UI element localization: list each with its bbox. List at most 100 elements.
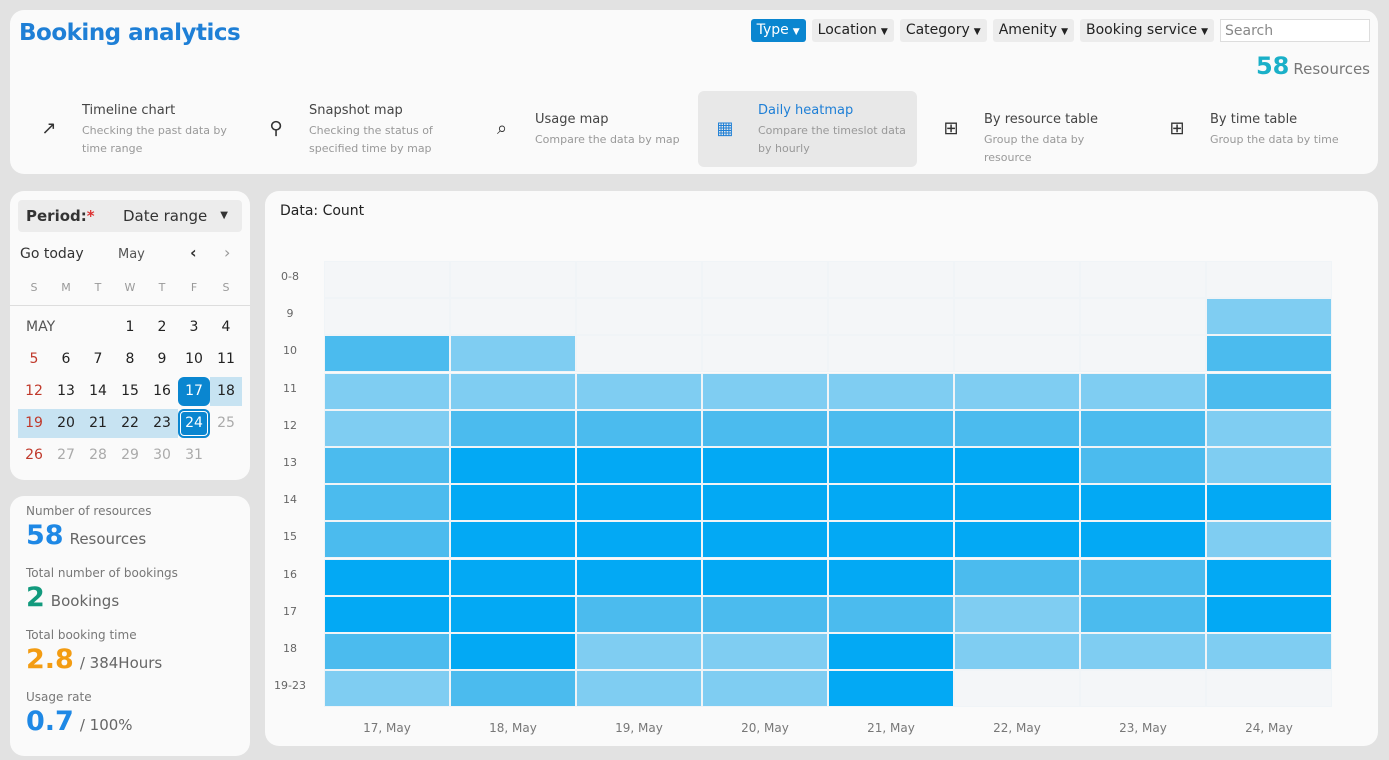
stat-label: Usage rate xyxy=(26,690,92,704)
calendar-day[interactable]: 24 xyxy=(178,409,210,438)
heatmap-cell xyxy=(450,670,576,708)
caret-down-icon: ▼ xyxy=(792,27,800,37)
heatmap-cell xyxy=(954,670,1080,708)
heatmap-cell xyxy=(324,521,450,559)
chevron-right-icon[interactable]: › xyxy=(224,243,231,262)
heatmap-cell xyxy=(1206,521,1332,559)
tab-by-time-table[interactable]: ⊞ By time table Group the data by time xyxy=(1150,91,1369,167)
calendar-day[interactable]: 8 xyxy=(125,351,135,367)
calendar-day[interactable]: 2 xyxy=(157,319,167,335)
heatmap-cell xyxy=(828,447,954,484)
tab-description: Checking the past data by time range xyxy=(82,124,227,155)
row-label: 15 xyxy=(283,530,297,544)
period-select[interactable]: Period:* Date range ▼ xyxy=(18,200,242,232)
calendar-day[interactable]: 25 xyxy=(217,415,235,431)
weekday-label: S xyxy=(30,281,38,294)
weekday-label: T xyxy=(94,281,102,294)
tab-daily-heatmap[interactable]: ▦ Daily heatmap Compare the timeslot data … xyxy=(698,91,917,167)
calendar-day[interactable]: 18 xyxy=(210,377,242,406)
calendar-day[interactable]: 13 xyxy=(57,383,75,399)
search-input[interactable] xyxy=(1220,19,1370,42)
stat-number: 58 xyxy=(26,520,64,551)
filter-category[interactable]: Category ▼ xyxy=(899,19,987,42)
row-label: 19-23 xyxy=(274,679,306,693)
calendar-day[interactable]: 10 xyxy=(185,351,203,367)
heatmap-cell xyxy=(828,670,954,708)
tab-description: Group the data by time xyxy=(1210,133,1339,146)
weekday-label: W xyxy=(124,281,136,294)
tab-by-resource-table[interactable]: ⊞ By resource table Group the data by reso… xyxy=(924,91,1143,167)
heatmap-cell xyxy=(702,298,828,336)
heatmap-cell xyxy=(1206,409,1332,447)
tab-title: By time table xyxy=(1210,112,1298,127)
heatmap-cell xyxy=(450,558,576,596)
calendar-day[interactable]: 6 xyxy=(61,351,71,367)
calendar-day[interactable]: 12 xyxy=(25,383,43,399)
heatmap-cell xyxy=(954,558,1080,596)
calendar-day[interactable]: 7 xyxy=(93,351,103,367)
chart-title: Data: Count xyxy=(280,203,365,219)
heatmap-cell xyxy=(450,595,576,633)
filter-type[interactable]: Type ▼ xyxy=(750,19,806,42)
row-label: 13 xyxy=(283,456,297,469)
calendar-day[interactable]: 29 xyxy=(121,447,139,463)
heatmap-cell xyxy=(576,633,702,670)
calendar-day[interactable]: 1 xyxy=(125,319,135,335)
calendar-day[interactable]: 28 xyxy=(89,447,107,463)
calendar-day[interactable]: 20 xyxy=(50,409,82,438)
calendar-day[interactable]: 23 xyxy=(146,409,178,438)
calendar-day[interactable]: 21 xyxy=(82,409,114,438)
stat-label: Number of resources xyxy=(26,504,152,518)
month-name: MAY xyxy=(26,319,56,335)
calendar-day[interactable]: 16 xyxy=(153,383,171,399)
go-today-button[interactable]: Go today xyxy=(20,246,84,262)
divider xyxy=(10,305,250,306)
heatmap-cell xyxy=(828,372,954,410)
row-label: 11 xyxy=(283,381,297,395)
stat-unit: / 100% xyxy=(79,716,133,734)
stat-number: 0.7 xyxy=(26,706,74,737)
resource-count: 58 Resources xyxy=(1256,52,1370,80)
tab-snapshot-map[interactable]: ⚲ Snapshot map Checking the status of spec… xyxy=(249,91,468,167)
filter-bar: Type ▼ Location ▼ Category ▼ Amenity ▼ Booking s… xyxy=(750,19,1370,42)
calendar-day[interactable]: 5 xyxy=(29,351,39,367)
tab-usage-map[interactable]: ⌕ Usage map Compare the data by map xyxy=(475,91,694,167)
heatmap-cell xyxy=(1080,521,1206,559)
tab-title: Daily heatmap xyxy=(758,103,854,118)
calendar-day[interactable]: 11 xyxy=(217,351,235,367)
heatmap-cell xyxy=(828,409,954,447)
row-label: 9 xyxy=(286,307,294,321)
calendar-day[interactable]: 9 xyxy=(157,351,167,367)
calendar-day[interactable]: 30 xyxy=(153,447,171,463)
chevron-left-icon[interactable]: ‹ xyxy=(190,243,197,262)
calendar-day[interactable]: 27 xyxy=(57,447,75,463)
heatmap-cell xyxy=(702,521,828,559)
heatmap-cell xyxy=(1206,558,1332,596)
heatmap-cell xyxy=(828,298,954,336)
heatmap-cell xyxy=(1080,372,1206,410)
calendar-day[interactable]: 31 xyxy=(185,447,203,463)
filter-booking-service[interactable]: Booking service ▼ xyxy=(1079,19,1214,42)
heatmap-cell xyxy=(324,670,450,708)
calendar-day[interactable]: 15 xyxy=(121,383,139,399)
filter-amenity[interactable]: Amenity ▼ xyxy=(992,19,1074,42)
heatmap-cell xyxy=(576,484,702,522)
calendar-day[interactable]: 3 xyxy=(189,319,199,335)
heatmap-cell xyxy=(954,298,1080,336)
calendar-day[interactable]: 17 xyxy=(178,377,210,406)
heatmap-cell xyxy=(1206,261,1332,298)
heatmap-cell xyxy=(324,447,450,484)
heatmap-cell xyxy=(828,261,954,298)
heatmap-cell xyxy=(702,372,828,410)
tab-timeline-chart[interactable]: ↗ Timeline chart Checking the past data by… xyxy=(22,91,241,167)
heatmap-cell xyxy=(1080,484,1206,522)
calendar-day[interactable]: 26 xyxy=(25,447,43,463)
calendar-day[interactable]: 4 xyxy=(221,319,231,335)
heatmap-cell xyxy=(450,335,576,373)
caret-down-icon: ▼ xyxy=(973,27,981,37)
heatmap-cell xyxy=(450,261,576,298)
calendar-day[interactable]: 22 xyxy=(114,409,146,438)
calendar-day[interactable]: 19 xyxy=(18,409,50,438)
filter-location[interactable]: Location ▼ xyxy=(811,19,894,42)
calendar-day[interactable]: 14 xyxy=(89,383,107,399)
